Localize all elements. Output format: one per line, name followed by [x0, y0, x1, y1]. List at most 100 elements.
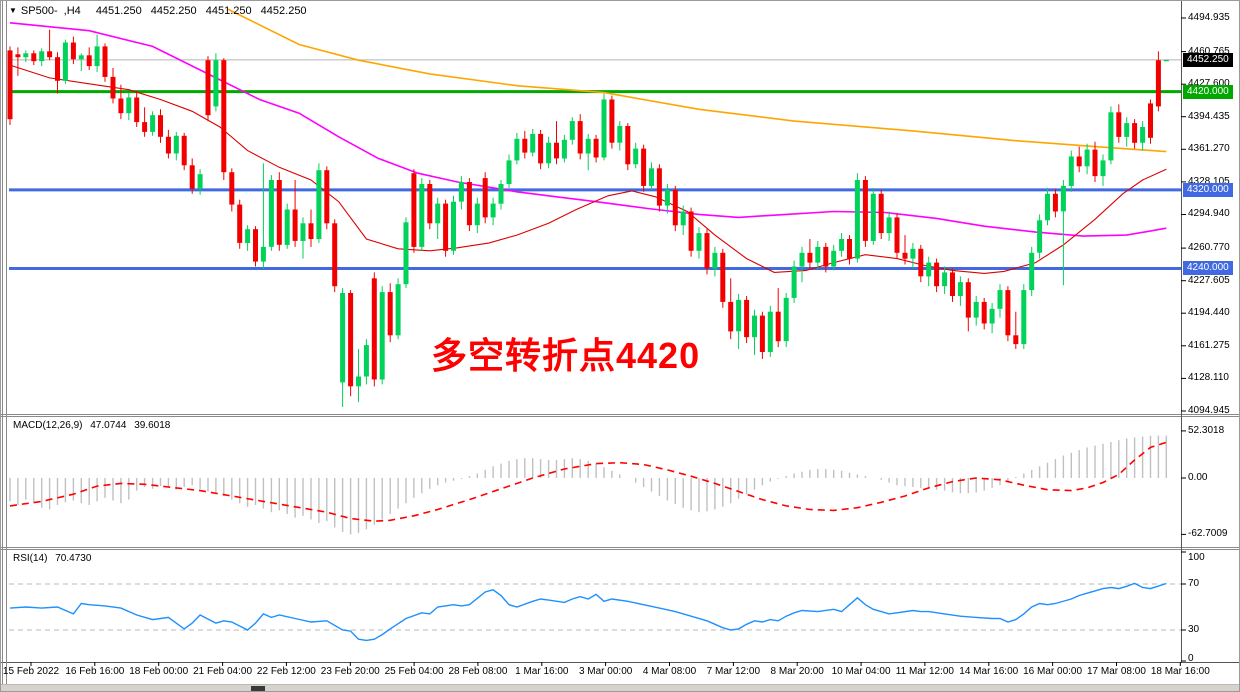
time-axis-label: 23 Feb 20:00 [320, 666, 380, 677]
candle-body [62, 42, 68, 81]
price-badge: 4240.000 [1183, 261, 1233, 276]
candle-body [839, 239, 845, 251]
candle-body [561, 139, 567, 159]
candle-body [514, 138, 520, 161]
candle-body [554, 142, 559, 159]
annotation-text: 多空转折点4420 [431, 335, 701, 376]
candle-body [1005, 290, 1011, 336]
candle-body [997, 290, 1003, 309]
candle-body [260, 246, 266, 262]
time-axis[interactable]: 15 Feb 2022 16 Feb 16:00 18 Feb 00:00 21 Fe… [1, 665, 1239, 681]
candle-body [55, 57, 60, 81]
price-axis-label: 4328.105 [1188, 175, 1230, 187]
candle-body [284, 209, 290, 245]
candle-body [664, 189, 670, 206]
candle-body [585, 138, 591, 154]
symbol-marker-icon: ▼ [9, 6, 17, 15]
candle-body [189, 165, 195, 189]
candle-body [490, 203, 496, 218]
candle-body [387, 292, 393, 336]
candle-body [950, 272, 955, 296]
time-axis-label: 22 Feb 12:00 [256, 666, 316, 677]
price-axis[interactable]: 4494.935 4460.765 4427.600 4394.435 4361.270… [1182, 1, 1239, 664]
candle-body [356, 376, 361, 387]
candle-body [1124, 123, 1130, 137]
candle-body [870, 193, 876, 241]
candle-body [656, 168, 662, 206]
candle-body [530, 133, 536, 153]
candle-body [466, 182, 472, 226]
ma-orange-line [227, 8, 1167, 153]
candle-body [704, 233, 710, 269]
ma-magenta-line [9, 22, 1167, 237]
time-axis-label: 7 Mar 12:00 [706, 666, 761, 677]
candle-body [221, 60, 227, 173]
candle-body [593, 138, 599, 158]
scrollbar-thumb[interactable] [251, 686, 265, 691]
price-axis-label: 4128.110 [1188, 372, 1229, 384]
rsi-value: 70.4730 [55, 553, 92, 564]
candle-body [142, 122, 148, 132]
candle-body [70, 42, 76, 60]
candle-body [815, 246, 821, 263]
candle-body [340, 293, 346, 383]
candle-body [245, 229, 251, 243]
candle-body [23, 53, 29, 58]
time-axis-label: 15 Feb 2022 [2, 666, 60, 677]
macd-axis-label: 0.00 [1188, 472, 1208, 483]
candle-body [197, 174, 203, 189]
candle-body [902, 252, 908, 259]
price-axis-label: 4494.935 [1188, 12, 1230, 23]
candle-body [474, 203, 480, 226]
candle-body [181, 135, 187, 166]
price-badge: 4452.250 [1183, 52, 1233, 67]
time-axis-label: 3 Mar 00:00 [578, 666, 633, 677]
price-axis-label: 4294.940 [1188, 208, 1230, 220]
candle-body [831, 250, 837, 267]
time-axis-label: 11 Mar 12:00 [895, 666, 954, 677]
candle-body [78, 55, 84, 60]
horizontal-scrollbar[interactable] [1, 684, 1239, 691]
candle-body [609, 99, 615, 143]
candle-body [1013, 335, 1019, 345]
candle-body [411, 173, 417, 247]
time-axis-label: 14 Mar 16:00 [959, 666, 1019, 677]
candle-body [237, 204, 243, 243]
candle-body [15, 54, 21, 58]
candle-body [538, 133, 544, 164]
candle-body [451, 201, 456, 251]
candle-body [1076, 156, 1082, 167]
ohlc-high: 4452.250 [150, 5, 197, 17]
candle-body [910, 248, 916, 259]
candle-body [680, 211, 686, 226]
candle-body [110, 76, 116, 99]
candle-body [253, 229, 258, 262]
candle-body [854, 180, 860, 259]
candle-body [229, 172, 235, 205]
macd-value-main: 47.0744 [90, 420, 127, 431]
ma-red-line [9, 64, 1167, 274]
candle-body [316, 170, 322, 239]
candle-body [973, 301, 979, 318]
time-axis-label: 25 Feb 04:00 [384, 666, 444, 677]
price-axis-label: 4361.270 [1188, 143, 1230, 155]
time-axis-label: 18 Mar 16:00 [1150, 666, 1210, 677]
chart-header: ▼ SP500- ,H4 4451.250 4452.250 4451.250 44… [9, 5, 313, 17]
candle-body [94, 46, 100, 67]
candle-body [783, 297, 789, 342]
candle-body [332, 223, 338, 287]
candle-body [688, 211, 694, 251]
candle-body [759, 315, 765, 352]
candle-body [744, 299, 750, 338]
candle-body [39, 51, 45, 62]
price-axis-label: 4427.600 [1188, 78, 1230, 89]
candle-body [134, 97, 140, 123]
candle-body [720, 252, 726, 302]
candle-body [1021, 290, 1027, 345]
candle-body [1155, 60, 1161, 107]
candle-body [1045, 193, 1050, 221]
candle-body [862, 180, 868, 241]
candle-body [1029, 252, 1035, 291]
